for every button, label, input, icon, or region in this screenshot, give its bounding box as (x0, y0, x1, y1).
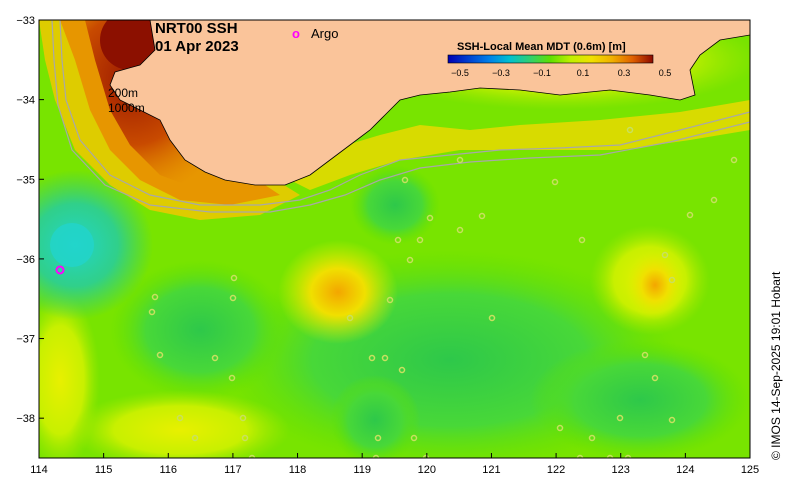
colorbar-tick-label: 0.3 (618, 68, 631, 78)
y-tick-label: −37 (16, 334, 35, 346)
x-tick-label: 123 (612, 464, 630, 476)
y-axis: −33 −34 −35 −36 −37 −38 (16, 15, 44, 425)
y-tick-label: −35 (16, 174, 35, 186)
contour-200m (59, 20, 750, 206)
contour-1000m (51, 20, 750, 213)
credit-text: © IMOS 14-Sep-2025 19:01 Hobart (769, 271, 783, 460)
ssh-coastal-high-core (100, 20, 160, 70)
colorbar: SSH-Local Mean MDT (0.6m) [m] −0.5 −0.3 −0… (447, 41, 671, 78)
ssh-yellow-region (70, 390, 290, 458)
map-title-line2: 01 Apr 2023 (155, 38, 239, 55)
ssh-cold-eddy (39, 170, 153, 320)
ssh-green-region (330, 375, 420, 458)
colorbar-ramp (447, 54, 654, 64)
ssh-coastal-band (290, 100, 750, 190)
ssh-green-region (530, 340, 750, 458)
y-tick-label: −33 (16, 15, 35, 27)
ssh-cold-eddy-core (50, 223, 94, 267)
y-tick-label: −34 (16, 95, 35, 107)
colorbar-tick-label: −0.5 (451, 68, 469, 78)
colorbar-ticks: −0.5 −0.3 −0.1 0.1 0.3 0.5 (451, 68, 671, 78)
x-tick-label: 124 (676, 464, 694, 476)
x-tick-label: 120 (418, 464, 436, 476)
x-tick-label: 118 (289, 464, 307, 476)
colorbar-title: SSH-Local Mean MDT (0.6m) [m] (457, 41, 626, 53)
y-tick-label: −38 (16, 413, 35, 425)
colorbar-tick-label: 0.1 (577, 68, 590, 78)
x-axis: 114 115 116 117 118 119 120 121 122 123 124 125 (30, 453, 759, 476)
x-tick-label: 116 (159, 464, 177, 476)
x-tick-label: 121 (482, 464, 500, 476)
colorbar-tick-label: −0.1 (533, 68, 551, 78)
x-tick-label: 125 (741, 464, 759, 476)
x-tick-label: 115 (95, 464, 113, 476)
ssh-warm-eddy (278, 240, 398, 344)
x-tick-label: 114 (30, 464, 48, 476)
argo-float (55, 265, 65, 275)
colorbar-tick-label: −0.3 (492, 68, 510, 78)
colorbar-tick-label: 0.5 (659, 68, 672, 78)
plot-frame (38, 19, 751, 459)
x-tick-label: 122 (547, 464, 565, 476)
map-title-line1: NRT00 SSH (155, 20, 238, 37)
contour-label-1000m: 1000m (108, 101, 145, 115)
y-tick-label: −36 (16, 254, 35, 266)
argo-legend-label: Argo (311, 26, 338, 41)
ssh-field (39, 20, 750, 458)
x-tick-label: 117 (224, 464, 242, 476)
argo-legend-icon: o (292, 26, 300, 41)
track-points (148, 126, 738, 458)
ssh-warm-eddy (625, 250, 685, 320)
ssh-green-region (350, 165, 440, 245)
contour-label-200m: 200m (108, 86, 138, 100)
x-tick-label: 119 (353, 464, 371, 476)
